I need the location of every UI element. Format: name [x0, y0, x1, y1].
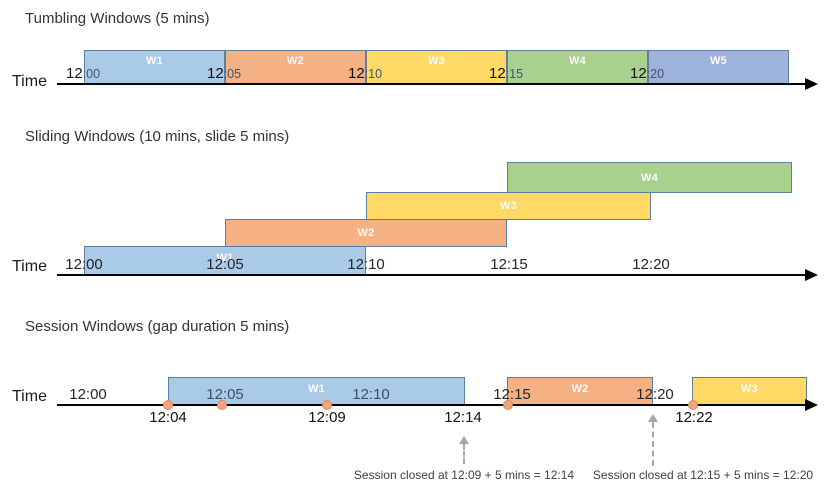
session-tick-1205: 12:05 — [206, 386, 244, 403]
window-label: W5 — [709, 55, 728, 67]
window-label: W2 — [571, 383, 589, 395]
event-dot — [503, 400, 513, 410]
sliding-axis-line — [57, 274, 805, 276]
event-dot — [217, 400, 227, 410]
tumbling-tick-1215: 12:15 — [489, 65, 524, 82]
session-event-label-1209: 12:09 — [308, 409, 346, 426]
window-label: W2 — [286, 55, 305, 67]
tumbling-title: Tumbling Windows (5 mins) — [25, 10, 210, 27]
session-tick-1200: 12:00 — [69, 386, 107, 403]
window-label: W1 — [216, 252, 234, 264]
tumbling-window-w2: W2 — [225, 50, 366, 84]
window-label: W3 — [740, 383, 759, 395]
window-label: W3 — [427, 55, 446, 67]
sliding-window-w4: W4 — [507, 162, 792, 193]
tumbling-tick-1200: 12:00 — [66, 65, 101, 82]
tumbling-axis-arrow-icon — [805, 78, 818, 90]
sliding-tick-1205: 12:05 — [206, 256, 244, 273]
session-title: Session Windows (gap duration 5 mins) — [25, 318, 290, 335]
window-label: W1 — [307, 383, 326, 395]
session-window-w2: W2 — [507, 377, 653, 405]
tumbling-window-w4: W4 — [507, 50, 648, 84]
sliding-tick-1215: 12:15 — [490, 256, 528, 273]
tumbling-window-w5: W5 — [648, 50, 789, 84]
sliding-tick-1220: 12:20 — [632, 256, 670, 273]
session-annotation-2: Session closed at 12:15 + 5 mins = 12:20 — [592, 468, 814, 482]
tumbling-window-w3: W3 — [366, 50, 507, 84]
tumbling-axis-line — [57, 83, 805, 85]
session-axis-line — [57, 404, 805, 406]
sliding-window-w1: W1 — [84, 246, 366, 275]
window-label: W4 — [640, 171, 659, 184]
sliding-window-w2: W2 — [225, 219, 507, 247]
window-label: W2 — [357, 227, 375, 239]
session-event-label-1214: 12:14 — [444, 409, 482, 426]
tumbling-tick-1205: 12:05 — [207, 65, 242, 82]
session-time-label: Time — [12, 388, 47, 405]
session-tick-1210: 12:10 — [352, 386, 390, 403]
sliding-tick-1210: 12:10 — [347, 256, 385, 273]
session-tick-1215: 12:15 — [493, 386, 531, 403]
window-label: W3 — [499, 200, 518, 212]
session-window-w3: W3 — [692, 377, 807, 405]
event-dot — [322, 400, 332, 410]
session-axis-arrow-icon — [805, 399, 818, 411]
tumbling-tick-1220: 12:20 — [630, 65, 665, 82]
session-tick-1220: 12:20 — [636, 386, 674, 403]
event-dot — [163, 400, 173, 410]
sliding-axis-arrow-icon — [805, 269, 818, 281]
tumbling-tick-1210: 12:10 — [348, 65, 383, 82]
tumbling-window-w1: W1 — [84, 50, 225, 84]
sliding-tick-1200: 12:00 — [65, 256, 103, 273]
session-annotation-1: Session closed at 12:09 + 5 mins = 12:14 — [353, 468, 575, 482]
window-label: W4 — [568, 55, 587, 67]
session-event-label-1222: 12:22 — [675, 409, 713, 426]
tumbling-time-label: Time — [12, 73, 47, 90]
sliding-window-w3: W3 — [366, 192, 651, 220]
window-label: W1 — [145, 55, 164, 67]
session-event-label-1204: 12:04 — [149, 409, 187, 426]
sliding-time-label: Time — [12, 258, 47, 275]
sliding-title: Sliding Windows (10 mins, slide 5 mins) — [25, 128, 290, 145]
event-dot — [688, 400, 698, 410]
